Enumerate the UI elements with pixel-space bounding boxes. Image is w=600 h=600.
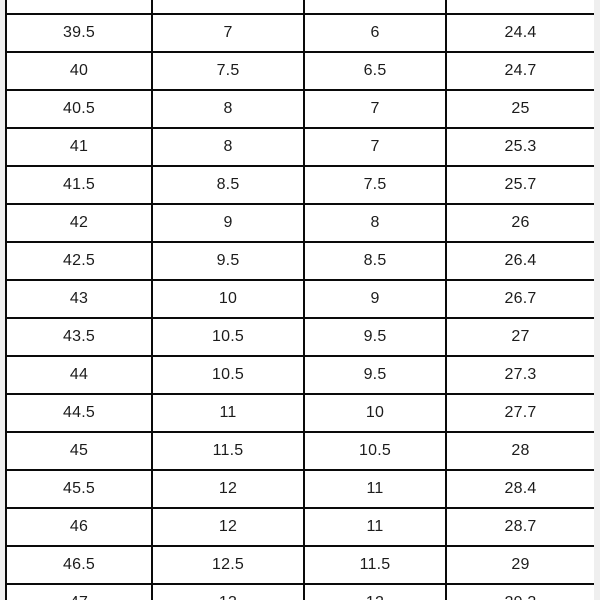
table-row: 42 9 8 26	[5, 203, 594, 243]
cell-uk: 11	[303, 469, 447, 509]
cell-eu: 44.5	[5, 393, 153, 433]
cell-eu: 40	[5, 51, 153, 91]
cell-uk: 9.5	[303, 355, 447, 395]
cell-us: 8	[151, 89, 305, 129]
cell-eu: 42	[5, 203, 153, 243]
cell-eu: 43	[5, 279, 153, 319]
table-row: 41 8 7 25.3	[5, 127, 594, 167]
cell-us: 10	[151, 279, 305, 319]
cell-eu: 40.5	[5, 89, 153, 129]
cell-uk: 11.5	[303, 545, 447, 585]
cell-cm: 28	[445, 431, 594, 471]
cell-uk: 6	[303, 13, 447, 53]
table-row: 45 11.5 10.5 28	[5, 431, 594, 471]
cell-uk: 7	[303, 127, 447, 167]
cell-us: 12	[151, 469, 305, 509]
cell-us: 9	[151, 203, 305, 243]
table-row: 44 10.5 9.5 27.3	[5, 355, 594, 395]
cell-cm: 25.7	[445, 165, 594, 205]
cell-cm: 25	[445, 89, 594, 129]
cell-cm: 28.4	[445, 469, 594, 509]
table-row: 42.5 9.5 8.5 26.4	[5, 241, 594, 281]
cell-cm: 26.7	[445, 279, 594, 319]
cell-cm: 24.7	[445, 51, 594, 91]
cell-eu: 41	[5, 127, 153, 167]
cell-cm: 28.7	[445, 507, 594, 547]
table-row: 41.5 8.5 7.5 25.7	[5, 165, 594, 205]
cell-eu: 46.5	[5, 545, 153, 585]
cell-cm: 26.4	[445, 241, 594, 281]
cell-us: 8	[151, 127, 305, 167]
table-body: 39.5 7 6 24.4 40 7.5 6.5 24.7 40.5 8 7 25 41 8 7 25.3 41…	[5, 13, 594, 600]
table-row: 46.5 12.5 11.5 29	[5, 545, 594, 585]
cell-eu: 39.5	[5, 13, 153, 53]
column-header-cm: CM	[445, 0, 594, 15]
table-row: 43 10 9 26.7	[5, 279, 594, 319]
cell-us: 10.5	[151, 317, 305, 357]
cell-cm: 29.3	[445, 583, 594, 600]
cell-eu: 42.5	[5, 241, 153, 281]
cell-uk: 9	[303, 279, 447, 319]
column-header-eu: EU	[5, 0, 153, 15]
cell-eu: 46	[5, 507, 153, 547]
cell-uk: 8.5	[303, 241, 447, 281]
table-row: 40.5 8 7 25	[5, 89, 594, 129]
table-row: 39.5 7 6 24.4	[5, 13, 594, 53]
cell-cm: 25.3	[445, 127, 594, 167]
cell-eu: 47	[5, 583, 153, 600]
cell-cm: 27.3	[445, 355, 594, 395]
cell-uk: 7	[303, 89, 447, 129]
cell-us: 12	[151, 507, 305, 547]
cell-eu: 41.5	[5, 165, 153, 205]
cell-cm: 27	[445, 317, 594, 357]
cell-us: 10.5	[151, 355, 305, 395]
cell-cm: 26	[445, 203, 594, 243]
cell-us: 11	[151, 393, 305, 433]
cell-uk: 9.5	[303, 317, 447, 357]
size-chart-viewport: EU US UK CM 39.57624.4407.56.524.740.587…	[5, 0, 594, 600]
table-row: 46 12 11 28.7	[5, 507, 594, 547]
cell-us: 8.5	[151, 165, 305, 205]
cell-us: 7	[151, 13, 305, 53]
cell-uk: 7.5	[303, 165, 447, 205]
cell-us: 9.5	[151, 241, 305, 281]
column-header-uk: UK	[303, 0, 447, 15]
table-row: 47131229.3	[5, 583, 594, 600]
table-row: 45.5 12 11 28.4	[5, 469, 594, 509]
table-row: 43.5 10.5 9.5 27	[5, 317, 594, 357]
table-header: EU US UK CM	[5, 0, 594, 15]
cell-cm: 24.4	[445, 13, 594, 53]
cell-eu: 43.5	[5, 317, 153, 357]
cell-uk: 8	[303, 203, 447, 243]
cell-us: 7.5	[151, 51, 305, 91]
table-row: 44.5 11 10 27.7	[5, 393, 594, 433]
cell-uk: 11	[303, 507, 447, 547]
cell-uk: 6.5	[303, 51, 447, 91]
cell-eu: 45.5	[5, 469, 153, 509]
cell-us: 11.5	[151, 431, 305, 471]
table-header-row: EU US UK CM	[5, 0, 594, 15]
size-conversion-table: EU US UK CM 39.57624.4407.56.524.740.587…	[5, 0, 594, 600]
cell-us: 12.5	[151, 545, 305, 585]
cell-cm: 27.7	[445, 393, 594, 433]
cell-us: 13	[151, 583, 305, 600]
column-header-us: US	[151, 0, 305, 15]
cell-eu: 45	[5, 431, 153, 471]
cell-cm: 29	[445, 545, 594, 585]
cell-uk: 10	[303, 393, 447, 433]
cell-eu: 44	[5, 355, 153, 395]
cell-uk: 12	[303, 583, 447, 600]
page-right-gutter	[594, 0, 600, 600]
cell-uk: 10.5	[303, 431, 447, 471]
table-row: 40 7.5 6.5 24.7	[5, 51, 594, 91]
